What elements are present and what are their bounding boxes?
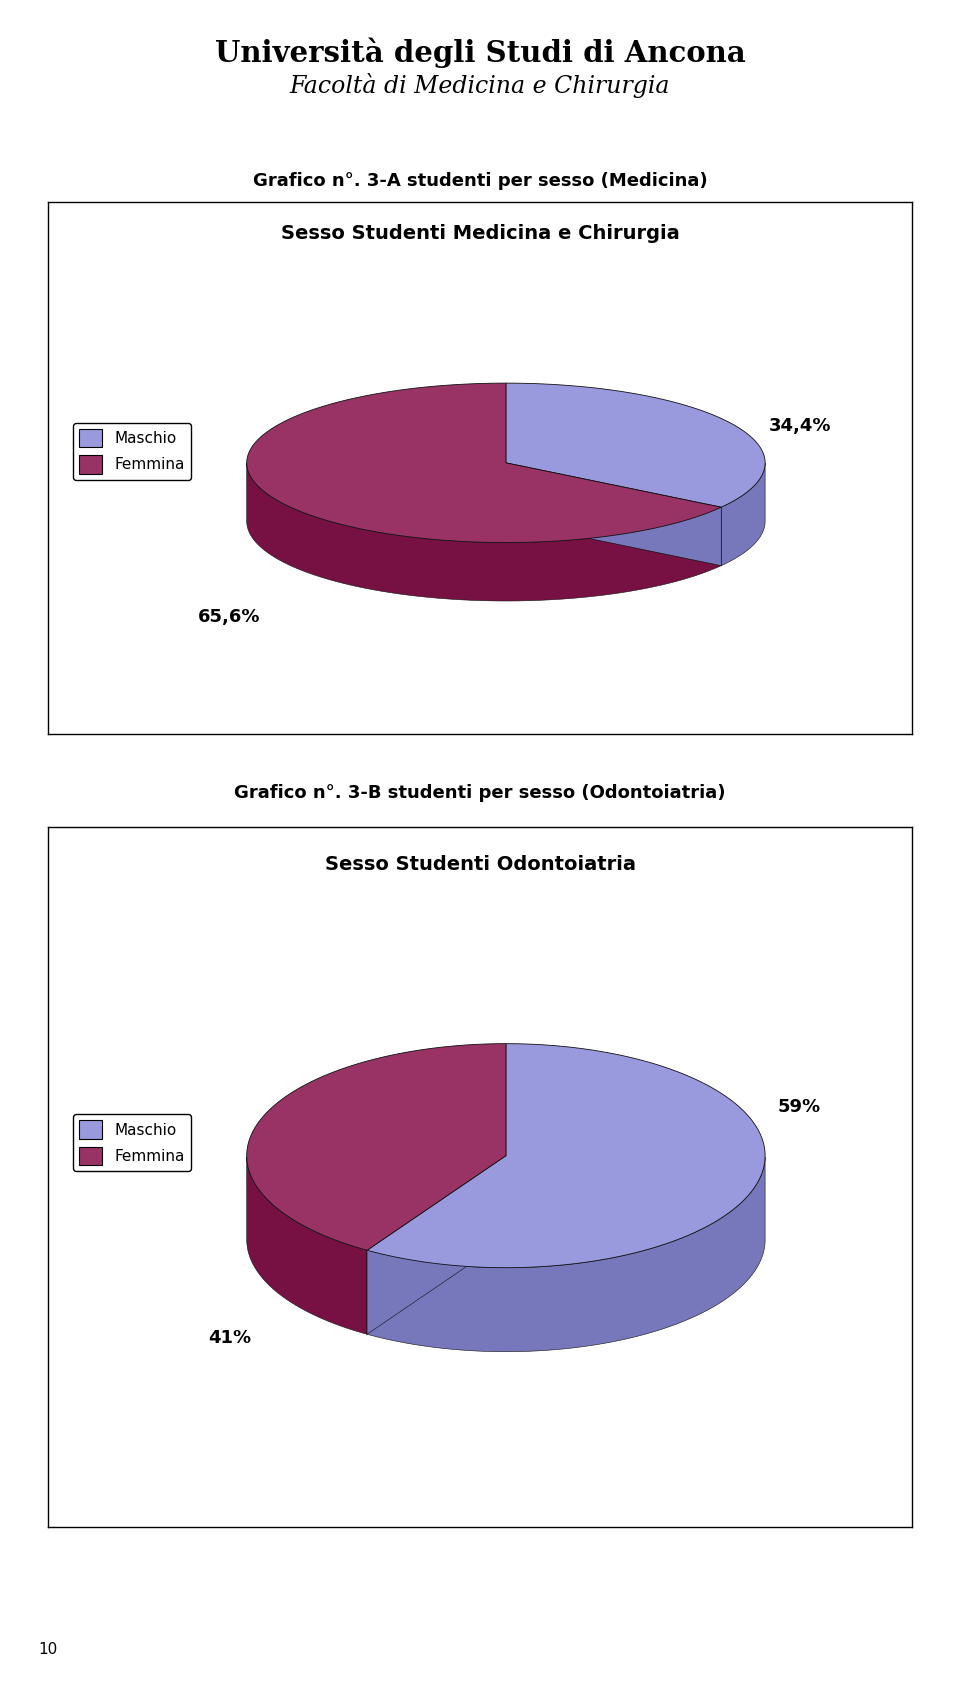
Legend: Maschio, Femmina: Maschio, Femmina [73, 1115, 191, 1171]
Polygon shape [367, 1156, 506, 1334]
Polygon shape [247, 1044, 506, 1250]
Text: 34,4%: 34,4% [768, 417, 831, 435]
Polygon shape [367, 1156, 506, 1334]
Polygon shape [721, 464, 765, 565]
Text: Sesso Studenti Medicina e Chirurgia: Sesso Studenti Medicina e Chirurgia [280, 224, 680, 243]
Text: 10: 10 [38, 1641, 58, 1657]
Text: 59%: 59% [779, 1098, 821, 1115]
Text: Sesso Studenti Odontoiatria: Sesso Studenti Odontoiatria [324, 855, 636, 874]
Text: Grafico n°. 3-A studenti per sesso (Medicina): Grafico n°. 3-A studenti per sesso (Medi… [252, 172, 708, 191]
Polygon shape [247, 383, 721, 543]
Polygon shape [247, 1157, 367, 1334]
Text: 65,6%: 65,6% [198, 607, 261, 626]
Text: Università degli Studi di Ancona: Università degli Studi di Ancona [215, 37, 745, 67]
Legend: Maschio, Femmina: Maschio, Femmina [73, 423, 191, 479]
Polygon shape [247, 464, 721, 601]
Polygon shape [506, 462, 721, 565]
Text: Facoltà di Medicina e Chirurgia: Facoltà di Medicina e Chirurgia [290, 73, 670, 98]
Polygon shape [367, 1157, 765, 1351]
Polygon shape [506, 383, 765, 508]
Polygon shape [367, 1044, 765, 1267]
Polygon shape [506, 462, 721, 565]
Text: Grafico n°. 3-B studenti per sesso (Odontoiatria): Grafico n°. 3-B studenti per sesso (Odon… [234, 784, 726, 803]
Text: 41%: 41% [208, 1329, 251, 1346]
